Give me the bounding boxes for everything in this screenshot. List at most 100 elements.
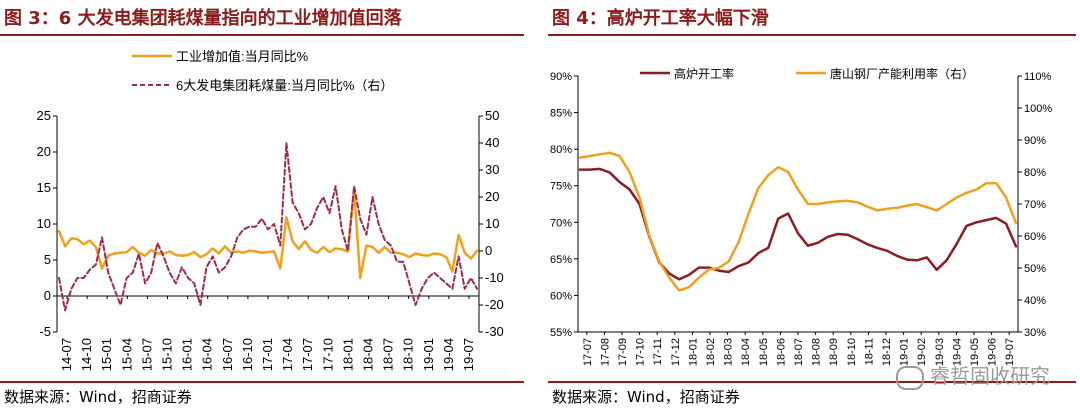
left-x-tick-label: 15-07 (139, 338, 154, 371)
right-x-tick-label: 19-05 (969, 338, 981, 366)
right-x-tick-label: 19-04 (951, 338, 963, 366)
left-series-1-line (57, 188, 479, 280)
left-x-tick-label: 17-10 (320, 338, 335, 371)
left-x-tick-label: 16-01 (180, 338, 195, 371)
right-x-tick-label: 19-06 (987, 338, 999, 366)
left-x-tick-label: 18-04 (360, 338, 375, 371)
right-x-tick-label: 17-09 (617, 338, 629, 366)
left-source: 数据来源：Wind，招商证券 (4, 388, 192, 406)
left-y-tick-label: 25 (37, 108, 51, 123)
right-y-tick-label: 75% (550, 181, 572, 193)
left-series-2-line (58, 142, 478, 312)
left-y2-tick-label: 20 (485, 189, 499, 204)
right-x-tick-label: 18-06 (775, 338, 787, 366)
left-y2-tick-label: 0 (485, 243, 492, 258)
right-y-tick-label: 60% (550, 290, 572, 302)
right-x-tick-label: 19-03 (934, 338, 946, 366)
right-x-tick-label: 17-12 (670, 338, 682, 366)
left-y2-tick-label: 50 (485, 108, 499, 123)
left-title-rule (0, 34, 524, 36)
right-y2-tick-label: 30% (1024, 327, 1046, 339)
right-x-tick-label: 18-02 (705, 338, 717, 366)
right-series-2-line (578, 151, 1018, 292)
right-y2-tick-label: 50% (1024, 263, 1046, 275)
right-x-tick-label: 18-04 (740, 338, 752, 366)
left-x-tick-label: 17-07 (300, 338, 315, 371)
right-title-rule (548, 34, 1076, 36)
right-y2-tick-label: 60% (1024, 231, 1046, 243)
left-y2-tick-label: -30 (485, 324, 504, 339)
left-y-tick-label: 5 (44, 252, 51, 267)
left-x-tick-label: 16-04 (200, 338, 215, 371)
left-y2-tick-label: 40 (485, 135, 499, 150)
wechat-icon (896, 365, 924, 390)
left-y2-tick-label: 30 (485, 162, 499, 177)
right-y2-tick-label: 100% (1024, 103, 1052, 115)
left-y-tick-label: 10 (37, 216, 51, 231)
right-source: 数据来源：Wind，招商证券 (552, 388, 740, 406)
right-x-tick-label: 18-03 (723, 338, 735, 366)
right-y2-tick-label: 70% (1024, 199, 1046, 211)
right-y-tick-label: 90% (550, 71, 572, 83)
right-x-tick-label: 19-02 (916, 338, 928, 366)
right-x-tick-label: 17-10 (635, 338, 647, 366)
right-y2-tick-label: 90% (1024, 135, 1046, 147)
right-chart: 55% 60% 65% 70% 75% 80% 85% 90% 30% 40% 50% 60% 70% 8… (550, 66, 1052, 366)
left-legend-label-2: 6大发电集团耗煤量:当月同比%（右） (176, 78, 393, 93)
right-x-tick-label: 17-08 (599, 338, 611, 366)
left-x-tick-label: 17-01 (260, 338, 275, 371)
left-legend-label-1: 工业增加值:当月同比% (176, 49, 309, 64)
right-y-tick-label: 80% (550, 144, 572, 156)
left-y2-tick-label: -20 (485, 297, 504, 312)
left-x-tick-label: 19-04 (441, 338, 456, 371)
right-x-tick-label: 17-07 (582, 338, 594, 366)
right-x-tick-label: 18-09 (828, 338, 840, 366)
right-x-tick-label: 17-11 (652, 338, 664, 365)
right-y-tick-label: 55% (550, 327, 572, 339)
right-y2-tick-label: 40% (1024, 295, 1046, 307)
left-x-tick-label: 18-07 (381, 338, 396, 371)
watermark: 睿哲固收研究 (896, 360, 1050, 390)
right-x-tick-label: 19-07 (1004, 338, 1016, 366)
left-x-tick-label: 18-01 (340, 338, 355, 371)
left-panel: 图 3：6 大发电集团耗煤量指向的工业增加值回落 -5 0 5 10 15 20 25 -30… (0, 0, 528, 419)
right-legend-label-1: 高炉开工率 (674, 66, 734, 81)
right-x-tick-label: 18-08 (811, 338, 823, 366)
left-x-tick-label: 14-07 (59, 338, 74, 371)
left-y-tick-label: 15 (37, 180, 51, 195)
left-figure-title: 图 3：6 大发电集团耗煤量指向的工业增加值回落 (4, 8, 402, 29)
left-y-tick-label: 0 (44, 288, 51, 303)
left-y2-tick-label: 10 (485, 216, 499, 231)
left-x-tick-label: 15-04 (119, 338, 134, 371)
right-y-tick-label: 85% (550, 108, 572, 120)
right-x-tick-label: 18-10 (846, 338, 858, 366)
left-x-tick-label: 19-07 (461, 338, 476, 371)
watermark-text: 睿哲固收研究 (930, 364, 1050, 388)
right-y2-tick-label: 80% (1024, 167, 1046, 179)
left-x-tick-label: 16-10 (240, 338, 255, 371)
left-chart: -5 0 5 10 15 20 25 -30 -20 -10 0 10 20 30 40 50 14-07 14-… (37, 49, 504, 371)
right-figure-title: 图 4：高炉开工率大幅下滑 (552, 8, 769, 29)
right-x-tick-label: 18-11 (863, 338, 875, 365)
left-x-tick-label: 16-07 (220, 338, 235, 371)
right-x-tick-label: 19-01 (899, 338, 911, 366)
left-x-tick-label: 14-10 (79, 338, 94, 371)
left-y2-tick-label: -10 (485, 270, 504, 285)
right-y-tick-label: 65% (550, 254, 572, 266)
right-y-tick-label: 70% (550, 217, 572, 229)
right-y2-tick-label: 110% (1024, 71, 1052, 83)
right-x-tick-label: 18-12 (881, 338, 893, 366)
left-x-tick-label: 18-10 (401, 338, 416, 371)
left-x-tick-label: 15-10 (160, 338, 175, 371)
left-x-tick-label: 15-01 (99, 338, 114, 371)
left-y-tick-label: -5 (39, 324, 51, 339)
left-x-tick-label: 19-01 (421, 338, 436, 371)
right-x-tick-label: 18-07 (793, 338, 805, 366)
left-x-tick-label: 17-04 (280, 338, 295, 371)
right-legend-label-2: 唐山钢厂产能利用率（右） (830, 66, 974, 81)
right-x-tick-label: 18-01 (687, 338, 699, 366)
left-y-tick-label: 20 (37, 144, 51, 159)
right-source-rule (548, 381, 1076, 383)
right-x-tick-label: 18-05 (758, 338, 770, 366)
left-source-rule (0, 381, 524, 383)
